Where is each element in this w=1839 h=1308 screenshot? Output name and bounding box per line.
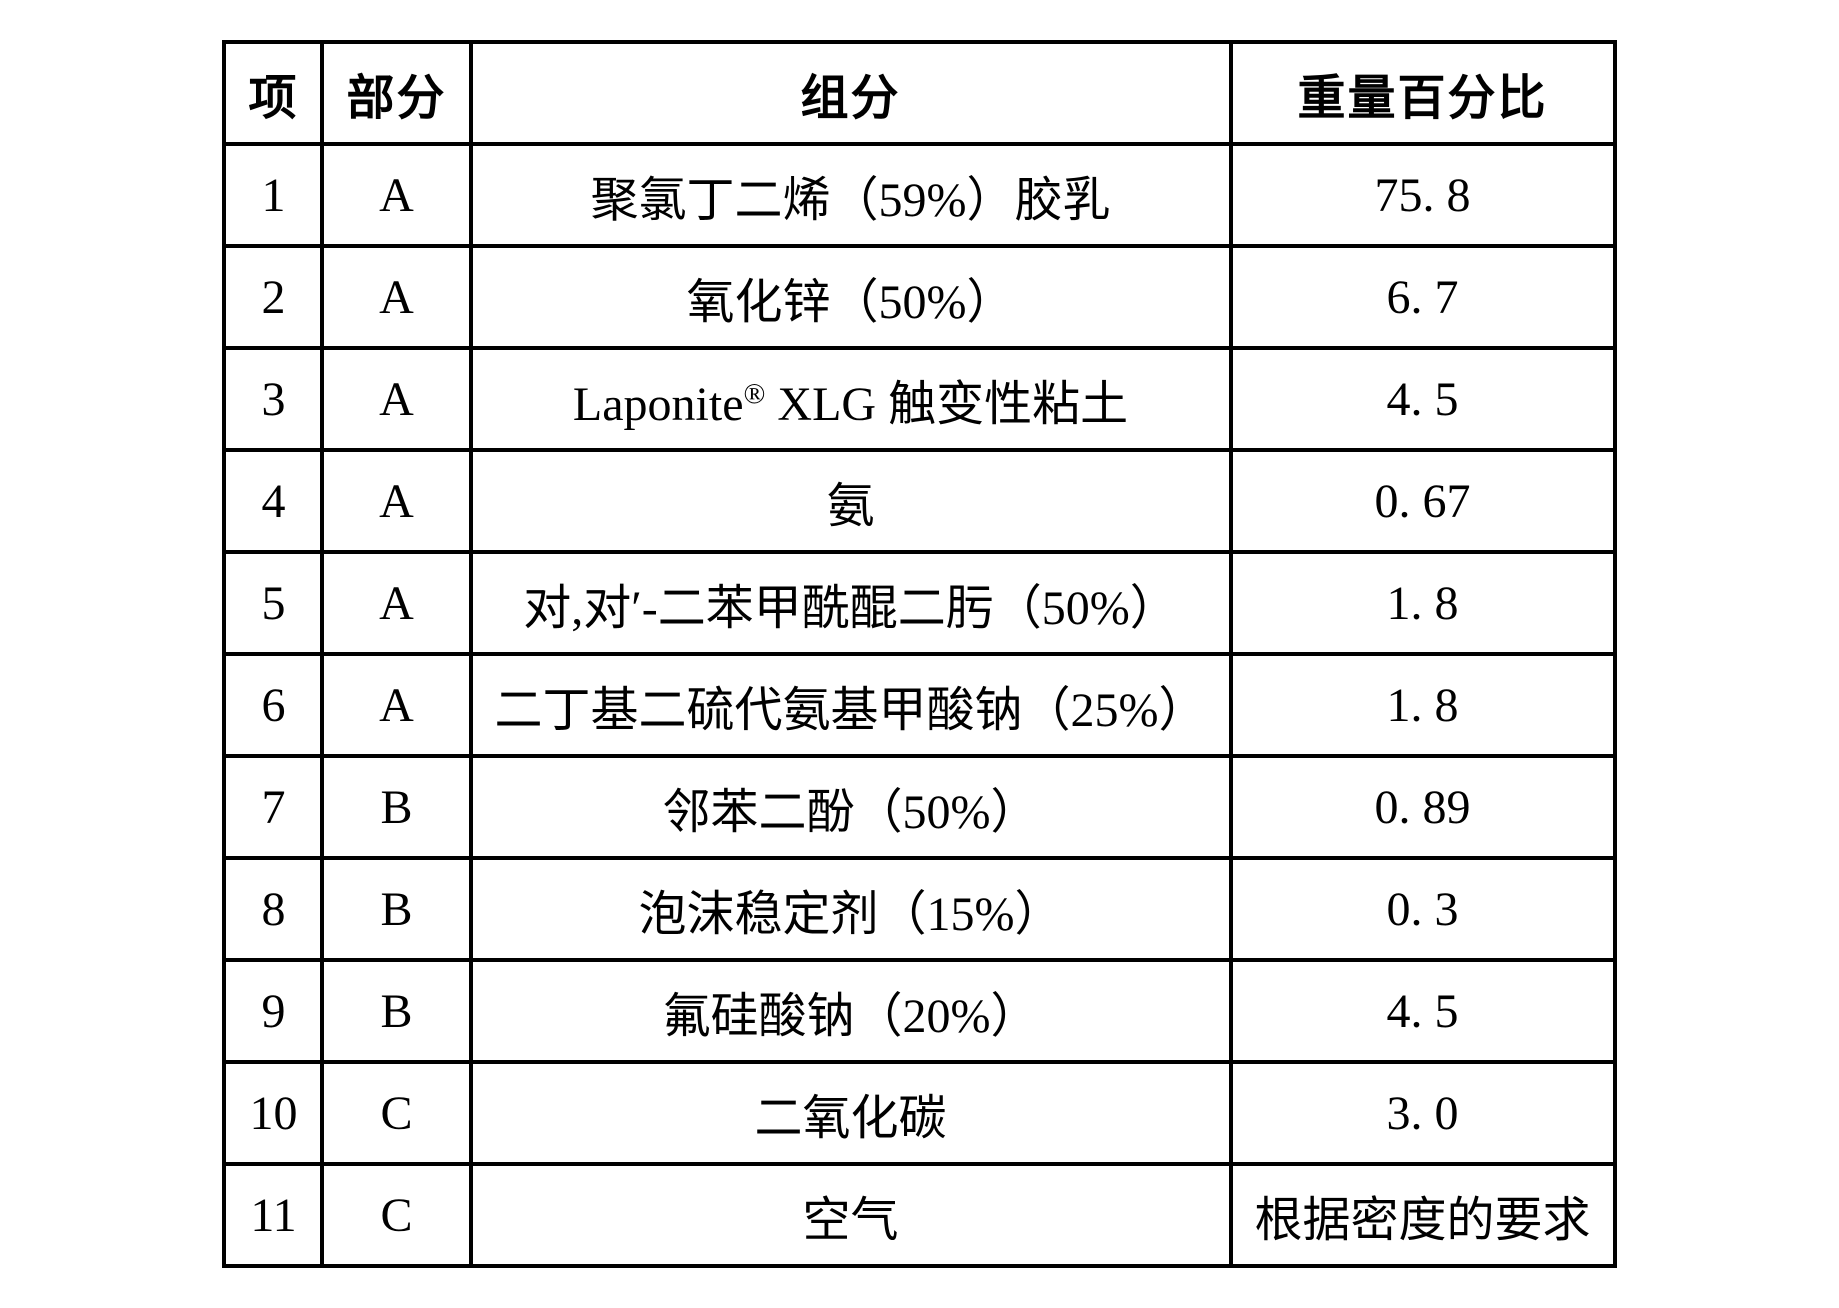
table-row: 11 C 空气 根据密度的要求: [224, 1164, 1614, 1266]
formulation-table: 项 部分 组分 重量百分比 1 A 聚氯丁二烯（59%）胶乳 75. 8 2 A…: [222, 40, 1616, 1268]
cell-part: C: [322, 1062, 470, 1164]
cell-part: A: [322, 654, 470, 756]
col-header-component: 组分: [471, 42, 1231, 144]
cell-weight: 6. 7: [1231, 246, 1615, 348]
col-header-weight: 重量百分比: [1231, 42, 1615, 144]
cell-item: 1: [224, 144, 322, 246]
table-row: 10 C 二氧化碳 3. 0: [224, 1062, 1614, 1164]
cell-item: 11: [224, 1164, 322, 1266]
cell-weight: 根据密度的要求: [1231, 1164, 1615, 1266]
cell-item: 10: [224, 1062, 322, 1164]
cell-weight: 75. 8: [1231, 144, 1615, 246]
table-row: 2 A 氧化锌（50%） 6. 7: [224, 246, 1614, 348]
cell-part: B: [322, 756, 470, 858]
cell-weight: 1. 8: [1231, 654, 1615, 756]
cell-item: 9: [224, 960, 322, 1062]
cell-part: C: [322, 1164, 470, 1266]
cell-weight: 0. 67: [1231, 450, 1615, 552]
cell-part: A: [322, 348, 470, 450]
cell-weight: 0. 89: [1231, 756, 1615, 858]
cell-part: B: [322, 960, 470, 1062]
cell-part: A: [322, 246, 470, 348]
cell-component: 空气: [471, 1164, 1231, 1266]
cell-weight: 0. 3: [1231, 858, 1615, 960]
cell-part: A: [322, 552, 470, 654]
col-header-part: 部分: [322, 42, 470, 144]
cell-item: 5: [224, 552, 322, 654]
cell-part: B: [322, 858, 470, 960]
cell-component: Laponite® XLG 触变性粘土: [471, 348, 1231, 450]
table-row: 7 B 邻苯二酚（50%） 0. 89: [224, 756, 1614, 858]
cell-component: 对,对′-二苯甲酰醌二肟（50%）: [471, 552, 1231, 654]
cell-item: 2: [224, 246, 322, 348]
cell-component: 二氧化碳: [471, 1062, 1231, 1164]
cell-item: 4: [224, 450, 322, 552]
cell-component: 邻苯二酚（50%）: [471, 756, 1231, 858]
cell-weight: 4. 5: [1231, 960, 1615, 1062]
table-row: 1 A 聚氯丁二烯（59%）胶乳 75. 8: [224, 144, 1614, 246]
table-row: 8 B 泡沫稳定剂（15%） 0. 3: [224, 858, 1614, 960]
table-row: 9 B 氟硅酸钠（20%） 4. 5: [224, 960, 1614, 1062]
cell-component: 氨: [471, 450, 1231, 552]
cell-item: 7: [224, 756, 322, 858]
table-row: 4 A 氨 0. 67: [224, 450, 1614, 552]
col-header-item: 项: [224, 42, 322, 144]
cell-item: 3: [224, 348, 322, 450]
cell-weight: 4. 5: [1231, 348, 1615, 450]
table-header-row: 项 部分 组分 重量百分比: [224, 42, 1614, 144]
cell-component: 氟硅酸钠（20%）: [471, 960, 1231, 1062]
table-row: 3 A Laponite® XLG 触变性粘土 4. 5: [224, 348, 1614, 450]
table-row: 6 A 二丁基二硫代氨基甲酸钠（25%） 1. 8: [224, 654, 1614, 756]
cell-weight: 3. 0: [1231, 1062, 1615, 1164]
table-row: 5 A 对,对′-二苯甲酰醌二肟（50%） 1. 8: [224, 552, 1614, 654]
cell-component: 聚氯丁二烯（59%）胶乳: [471, 144, 1231, 246]
cell-component: 二丁基二硫代氨基甲酸钠（25%）: [471, 654, 1231, 756]
cell-item: 6: [224, 654, 322, 756]
cell-part: A: [322, 450, 470, 552]
cell-component: 泡沫稳定剂（15%）: [471, 858, 1231, 960]
cell-part: A: [322, 144, 470, 246]
cell-component: 氧化锌（50%）: [471, 246, 1231, 348]
cell-weight: 1. 8: [1231, 552, 1615, 654]
cell-item: 8: [224, 858, 322, 960]
